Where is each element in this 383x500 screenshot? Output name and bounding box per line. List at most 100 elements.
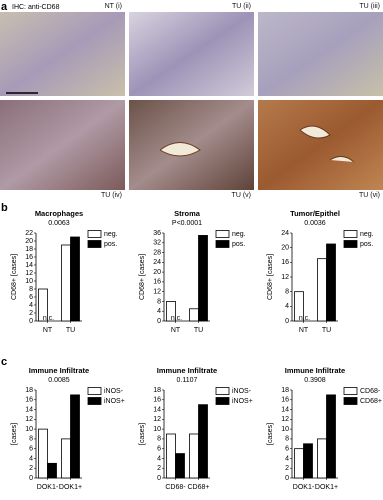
y-tick-label: 14	[25, 262, 33, 269]
x-tick-label: NT	[43, 327, 53, 334]
y-tick-label: 4	[285, 455, 289, 462]
legend-swatch	[87, 230, 102, 238]
bar	[38, 428, 48, 479]
y-tick-label: 8	[29, 436, 33, 443]
bar	[61, 244, 71, 322]
bar	[38, 288, 48, 322]
legend-swatch	[87, 240, 102, 248]
legend-swatch	[343, 230, 358, 238]
chart-title: Immune Infiltrate	[285, 366, 345, 375]
y-tick-label: 28	[153, 249, 161, 256]
p-value: 0.3908	[304, 377, 326, 384]
y-tick-label: 16	[153, 279, 161, 286]
y-tick-label: 0	[29, 318, 33, 325]
p-value: 0.0036	[304, 220, 326, 227]
y-tick-label: 10	[281, 426, 289, 433]
y-tick-label: 8	[29, 286, 33, 293]
legend-swatch	[87, 397, 102, 405]
micrograph	[258, 100, 383, 190]
bar	[198, 235, 208, 322]
y-tick-label: 0	[285, 475, 289, 482]
y-tick-label: 4	[157, 455, 161, 462]
bar	[317, 438, 327, 479]
panel-label: b	[1, 202, 8, 214]
image-label: TU (v)	[232, 192, 251, 199]
legend-swatch	[215, 387, 230, 395]
y-axis-label: [cases]	[139, 423, 146, 445]
bar	[317, 258, 327, 322]
x-tick-label: NT	[171, 327, 181, 334]
y-tick-label: 14	[281, 406, 289, 413]
p-value: P<0.0001	[172, 220, 202, 227]
legend-label: iNOS+	[232, 398, 253, 405]
y-tick-label: 12	[281, 416, 289, 423]
panel-title: IHC: anti-CD68	[12, 4, 60, 11]
legend-label: CD68-	[360, 388, 381, 395]
chart-title: Immune Infiltrate	[29, 366, 89, 375]
legend-label: CD68+	[360, 398, 382, 405]
tissue-detail	[159, 125, 355, 163]
legend-label: neg.	[232, 231, 246, 238]
y-tick-label: 4	[29, 455, 33, 462]
legend-swatch	[343, 387, 358, 395]
y-tick-label: 8	[285, 436, 289, 443]
y-tick-label: 18	[25, 246, 33, 253]
y-tick-label: 0	[157, 318, 161, 325]
image-label: TU (ii)	[232, 3, 251, 10]
y-tick-label: 24	[281, 230, 289, 237]
bar	[47, 462, 57, 479]
y-tick-label: 18	[153, 387, 161, 394]
chart-title: Stroma	[174, 209, 201, 218]
y-tick-label: 24	[153, 259, 161, 266]
y-tick-label: 36	[153, 230, 161, 237]
y-tick-label: 8	[157, 298, 161, 305]
chart-title: Immune Infiltrate	[157, 366, 217, 375]
legend-swatch	[215, 397, 230, 405]
bar	[70, 394, 80, 479]
y-tick-label: 16	[25, 254, 33, 261]
bar	[189, 433, 199, 479]
p-value: 0.0085	[48, 377, 70, 384]
legend-label: iNOS+	[104, 398, 125, 405]
micrograph	[0, 12, 125, 96]
bar	[294, 291, 304, 322]
micrograph	[258, 12, 383, 96]
legend-label: iNOS-	[232, 388, 252, 395]
bar	[166, 301, 176, 322]
y-tick-label: 6	[29, 294, 33, 301]
bar	[166, 433, 176, 479]
y-tick-label: 16	[153, 397, 161, 404]
value-label: n.c.	[43, 315, 54, 322]
y-tick-label: 10	[25, 426, 33, 433]
y-tick-label: 6	[285, 446, 289, 453]
p-value: 0.0063	[48, 220, 70, 227]
bar	[175, 453, 185, 479]
legend-swatch	[87, 387, 102, 395]
y-tick-label: 4	[29, 302, 33, 309]
legend-label: neg.	[104, 231, 118, 238]
micrograph	[129, 12, 254, 96]
legend-label: iNOS-	[104, 388, 124, 395]
x-tick-label: TU	[322, 327, 331, 334]
y-tick-label: 12	[25, 270, 33, 277]
y-tick-label: 4	[157, 308, 161, 315]
x-tick-label: DOK1-	[293, 484, 315, 491]
y-tick-label: 2	[285, 465, 289, 472]
micrograph	[0, 100, 125, 190]
y-axis-label: CD68+ [cases]	[11, 254, 18, 300]
y-tick-label: 20	[153, 269, 161, 276]
y-tick-label: 8	[157, 436, 161, 443]
bar	[326, 243, 336, 322]
bar	[70, 236, 80, 322]
y-axis-label: [cases]	[267, 423, 274, 445]
y-axis-label: [cases]	[11, 423, 18, 445]
x-tick-label: TU	[194, 327, 203, 334]
y-tick-label: 0	[29, 475, 33, 482]
x-tick-label: CD68-	[165, 484, 186, 491]
y-tick-label: 20	[281, 245, 289, 252]
x-tick-label: CD68+	[188, 484, 210, 491]
p-value: 0.1107	[177, 377, 198, 384]
y-tick-label: 14	[153, 406, 161, 413]
